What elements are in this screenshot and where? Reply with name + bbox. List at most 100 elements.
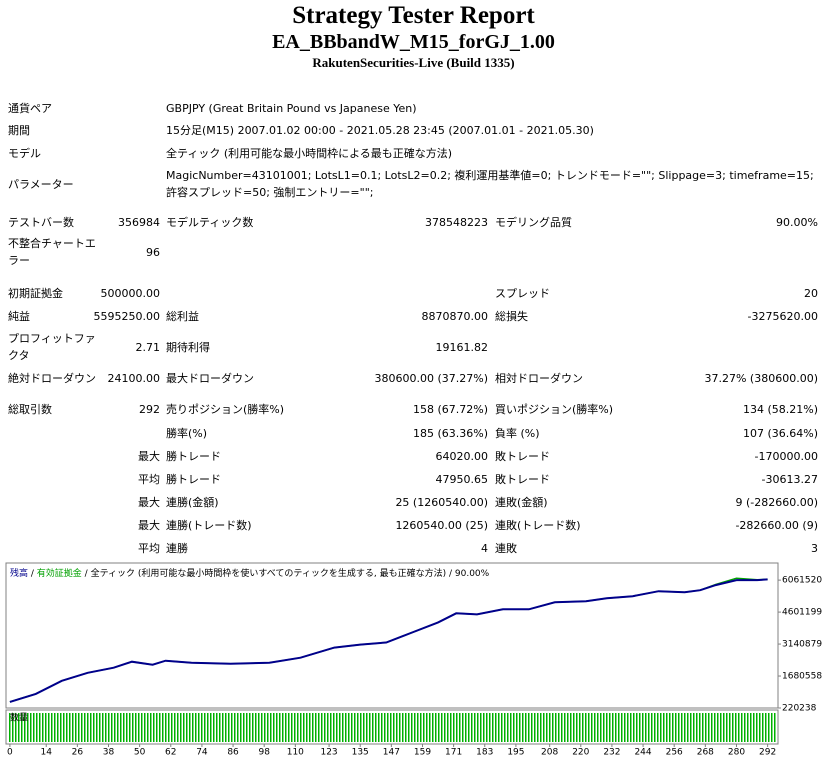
table-row: 通貨ペア GBPJPY (Great Britain Pound vs Japan… [0, 98, 827, 118]
cell-value: 最大 [138, 495, 160, 509]
cell-value2: 19161.82 [435, 340, 489, 354]
table-row: 総取引数 292 売りポジション(勝率%) 158 (67.72%) 買いポジション(勝… [0, 399, 827, 419]
table-row: 絶対ドローダウン 24100.00 最大ドローダウン 380600.00 (37.27… [0, 368, 827, 388]
legend-entry: 残高 [10, 567, 28, 579]
x-tick-label: 14 [40, 748, 52, 758]
cell-value2: 47950.65 [435, 472, 489, 486]
cell-value2: 25 (1260540.00) [395, 495, 488, 509]
cell-label2: 総利益 [166, 309, 199, 323]
cell-label3: 連敗(トレード数) [495, 518, 581, 532]
cell-value: 5595250.00 [93, 309, 160, 323]
x-tick-label: 220 [572, 748, 589, 758]
cell-value3: 9 (-282660.00) [735, 495, 818, 509]
x-tick-label: 123 [320, 748, 337, 758]
legend-quality: 90.00% [455, 569, 490, 579]
table-row: モデル 全ティック (利用可能な最小時間枠による最も正確な方法) [0, 143, 827, 163]
cell-value: 500000.00 [100, 286, 161, 300]
cell-label3: 相対ドローダウン [495, 371, 583, 385]
x-tick-label: 0 [7, 748, 13, 758]
cell-text: MagicNumber=43101001; LotsL1=0.1; LotsL2… [166, 169, 814, 199]
x-tick-label: 244 [634, 748, 651, 758]
y-tick-label: 4601199 [782, 608, 822, 618]
cell-value: 2.71 [135, 340, 161, 354]
cell-value3: 107 (36.64%) [742, 426, 818, 440]
cell-text: 全ティック (利用可能な最小時間枠による最も正確な方法) [166, 146, 453, 160]
cell-label3: 連敗(金額) [495, 495, 548, 509]
x-tick-label: 110 [287, 748, 304, 758]
cell-label2: 売りポジション(勝率%) [166, 402, 285, 416]
cell-label2: 勝トレード [166, 472, 221, 486]
cell-value3: 37.27% (380600.00) [704, 371, 818, 385]
x-tick-label: 292 [759, 748, 776, 758]
x-tick-label: 159 [414, 748, 431, 758]
cell-value2: 158 (67.72%) [412, 402, 488, 416]
cell-value: 平均 [138, 541, 160, 555]
cell-label2: 連勝 [166, 541, 188, 555]
report-title: Strategy Tester Report [292, 2, 535, 29]
table-row: 勝率(%) 185 (63.36%) 負率 (%) 107 (36.64%) [0, 423, 827, 443]
table-row: 平均 連勝 4 連敗 3 [0, 538, 827, 558]
y-tick-label: 3140879 [782, 640, 822, 650]
table-row: 初期証拠金 500000.00 スプレッド 20 [0, 283, 827, 303]
x-tick-label: 74 [196, 748, 208, 758]
cell-value2: 380600.00 (37.27%) [374, 371, 488, 385]
cell-value3: 20 [804, 286, 818, 300]
cell-label2: 最大ドローダウン [166, 371, 254, 385]
legend-separator: / [82, 569, 91, 579]
cell-label3: 総損失 [495, 309, 528, 323]
cell-label: 不整合チャートエラー [8, 237, 96, 267]
x-tick-label: 171 [445, 748, 462, 758]
x-tick-label: 98 [258, 748, 270, 758]
x-tick-label: 50 [134, 748, 146, 758]
legend-entry: 有効証拠金 [37, 567, 82, 579]
cell-value3: -30613.27 [761, 472, 818, 486]
balance-chart: 220238 1680558 3140879 4601199 6061520 0 14 26 3… [5, 562, 822, 758]
table-row: プロフィットファクタ 2.71 期待利得 19161.82 [0, 329, 827, 365]
cell-value: 最大 [138, 449, 160, 463]
cell-label2: 期待利得 [166, 340, 210, 354]
cell-label: パラメーター [8, 177, 74, 191]
x-tick-label: 280 [728, 748, 745, 758]
cell-label3: 買いポジション(勝率%) [495, 402, 614, 416]
x-tick-label: 268 [697, 748, 714, 758]
x-tick-label: 135 [352, 748, 369, 758]
x-tick-label: 195 [507, 748, 524, 758]
table-row: テストバー数 356984 モデルティック数 378548223 モデリング品質 90.0… [0, 212, 827, 232]
cell-value3: 3 [811, 541, 818, 555]
volume-label: 数量 [10, 712, 28, 724]
cell-label: モデル [8, 146, 41, 160]
cell-value: 平均 [138, 472, 160, 486]
x-tick-label: 147 [383, 748, 400, 758]
x-tick-label: 232 [603, 748, 620, 758]
cell-value3: -170000.00 [754, 449, 818, 463]
cell-value2: 8870870.00 [421, 309, 488, 323]
x-tick-label: 26 [72, 748, 84, 758]
report-subtitle: EA_BBbandW_M15_forGJ_1.00 [272, 31, 555, 53]
cell-label2: 連勝(トレード数) [166, 518, 252, 532]
cell-label2: 勝トレード [166, 449, 221, 463]
cell-value3: 90.00% [776, 215, 818, 229]
cell-label: 総取引数 [8, 402, 52, 416]
table-row: 最大 勝トレード 64020.00 敗トレード -170000.00 [0, 446, 827, 466]
cell-label3: 負率 (%) [495, 426, 540, 440]
legend-model: 全ティック (利用可能な最小時間枠を使いすべてのティックを生成する, 最も正確な… [91, 567, 447, 579]
cell-label3: 敗トレード [495, 449, 550, 463]
x-tick-label: 62 [165, 748, 176, 758]
cell-label2: モデルティック数 [166, 215, 254, 229]
cell-value3: -282660.00 (9) [735, 518, 818, 532]
cell-value2: 64020.00 [435, 449, 489, 463]
cell-value: 24100.00 [107, 371, 161, 385]
cell-value3: 134 (58.21%) [742, 402, 818, 416]
cell-label: プロフィットファクタ [8, 332, 96, 362]
x-tick-label: 183 [476, 748, 493, 758]
cell-label2: 勝率(%) [166, 426, 208, 440]
cell-label: 期間 [8, 123, 30, 137]
cell-value: 356984 [118, 215, 160, 229]
cell-text: GBPJPY (Great Britain Pound vs Japanese … [166, 101, 417, 115]
cell-text: 15分足(M15) 2007.01.02 00:00 - 2021.05.28 … [166, 123, 594, 137]
table-row: 最大 連勝(金額) 25 (1260540.00) 連敗(金額) 9 (-282660.… [0, 492, 827, 512]
legend-separator: / [446, 569, 455, 579]
cell-label: 通貨ペア [8, 101, 52, 115]
cell-label: 初期証拠金 [8, 286, 63, 300]
